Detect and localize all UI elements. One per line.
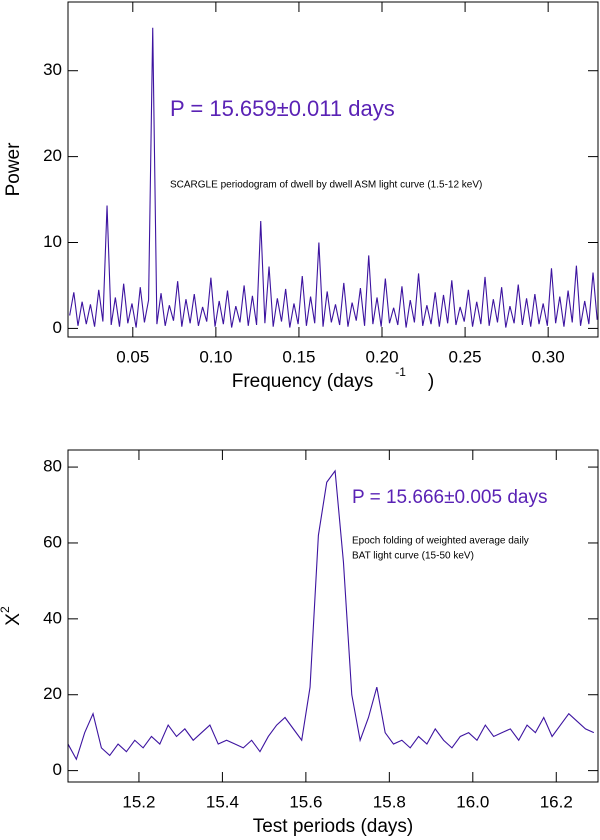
y-tick-label: 0 [53, 318, 62, 337]
y-axis-label: Power [3, 142, 24, 197]
annotation: P = 15.659±0.011 days [170, 96, 395, 121]
x-axis-label-part: -1 [395, 365, 406, 379]
annotation: Epoch folding of weighted average daily [352, 536, 529, 547]
x-tick-label: 15.8 [373, 792, 406, 811]
x-tick-label: 0.05 [116, 347, 149, 366]
x-axis-label: Test periods (days) [253, 816, 414, 837]
x-tick-label: 16.2 [540, 792, 573, 811]
data-line [68, 469, 595, 761]
y-tick-label: 20 [43, 684, 62, 703]
annotation: P = 15.666±0.005 days [352, 487, 547, 508]
x-tick-label: 15.4 [206, 792, 239, 811]
x-tick-label: 0.30 [532, 347, 565, 366]
data-line [69, 27, 598, 328]
annotation: SCARGLE periodogram of dwell by dwell AS… [170, 180, 482, 191]
y-tick-label: 10 [43, 232, 62, 251]
x-tick-label: 0.25 [449, 347, 482, 366]
x-axis-label-part: Test periods (days) [253, 816, 414, 837]
x-axis-label: Frequency (days -1) [232, 365, 435, 392]
y-tick-label: 0 [53, 760, 62, 779]
y-axis-label-part: Power [3, 142, 24, 197]
x-tick-label: 0.15 [282, 347, 315, 366]
y-tick-label: 30 [43, 60, 62, 79]
y-axis-label-part: 2 [0, 606, 12, 613]
annotation: BAT light curve (15-50 keV) [352, 551, 474, 562]
plot-frame [67, 449, 599, 783]
y-tick-label: 80 [43, 457, 62, 476]
y-tick-label: 20 [43, 146, 62, 165]
x-axis-label-part: Frequency (days [232, 371, 374, 392]
x-tick-label: 15.6 [289, 792, 322, 811]
y-axis-label: X2 [0, 606, 24, 626]
x-tick-label: 16.0 [456, 792, 489, 811]
plot-frame [67, 1, 599, 338]
y-axis-label-part: X [3, 613, 24, 626]
y-tick-label: 40 [43, 608, 62, 627]
x-tick-label: 0.20 [365, 347, 398, 366]
x-axis-label-part: ) [428, 371, 434, 392]
y-tick-label: 60 [43, 532, 62, 551]
x-tick-label: 0.10 [199, 347, 232, 366]
x-tick-label: 15.2 [122, 792, 155, 811]
